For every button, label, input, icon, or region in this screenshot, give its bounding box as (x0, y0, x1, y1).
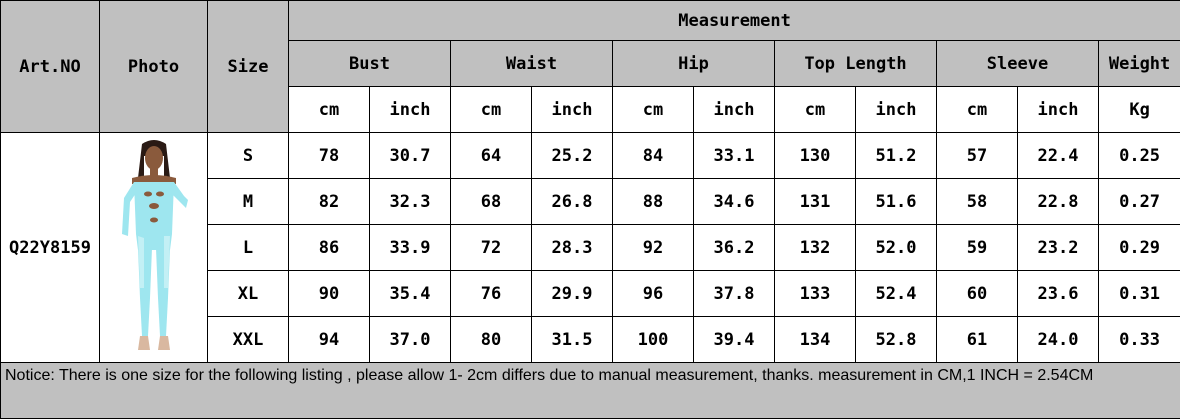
header-measurement: Measurement (289, 1, 1180, 41)
weight-kg: 0.25 (1099, 133, 1180, 179)
hip-inch: 36.2 (694, 225, 775, 271)
unit-length-cm: cm (775, 87, 856, 133)
waist-cm: 64 (451, 133, 532, 179)
bust-inch: 33.9 (370, 225, 451, 271)
waist-inch: 26.8 (532, 179, 613, 225)
sleeve-inch: 23.6 (1018, 271, 1099, 317)
bust-cm: 90 (289, 271, 370, 317)
header-hip: Hip (613, 41, 775, 87)
sleeve-cm: 60 (937, 271, 1018, 317)
header-top-length: Top Length (775, 41, 937, 87)
bust-inch: 30.7 (370, 133, 451, 179)
length-cm: 133 (775, 271, 856, 317)
bust-cm: 82 (289, 179, 370, 225)
unit-hip-inch: inch (694, 87, 775, 133)
weight-kg: 0.27 (1099, 179, 1180, 225)
bust-cm: 94 (289, 317, 370, 363)
unit-waist-inch: inch (532, 87, 613, 133)
product-photo (100, 133, 208, 363)
size-value: XXL (208, 317, 289, 363)
unit-waist-cm: cm (451, 87, 532, 133)
hip-inch: 34.6 (694, 179, 775, 225)
size-value: L (208, 225, 289, 271)
length-cm: 131 (775, 179, 856, 225)
waist-cm: 80 (451, 317, 532, 363)
length-inch: 52.8 (856, 317, 937, 363)
hip-cm: 88 (613, 179, 694, 225)
waist-cm: 76 (451, 271, 532, 317)
length-cm: 130 (775, 133, 856, 179)
header-bust: Bust (289, 41, 451, 87)
sleeve-cm: 61 (937, 317, 1018, 363)
table-row: Q22Y8159 (1, 133, 1180, 179)
waist-inch: 31.5 (532, 317, 613, 363)
bust-inch: 35.4 (370, 271, 451, 317)
waist-inch: 29.9 (532, 271, 613, 317)
unit-bust-cm: cm (289, 87, 370, 133)
weight-kg: 0.31 (1099, 271, 1180, 317)
model-photo-icon (104, 138, 204, 358)
waist-inch: 25.2 (532, 133, 613, 179)
header-waist: Waist (451, 41, 613, 87)
header-photo: Photo (100, 1, 208, 133)
bust-inch: 32.3 (370, 179, 451, 225)
weight-kg: 0.29 (1099, 225, 1180, 271)
length-inch: 51.6 (856, 179, 937, 225)
length-inch: 51.2 (856, 133, 937, 179)
header-size: Size (208, 1, 289, 133)
sleeve-inch: 22.8 (1018, 179, 1099, 225)
notice-text: Notice: There is one size for the follow… (1, 363, 1180, 419)
hip-cm: 96 (613, 271, 694, 317)
header-art-no: Art.NO (1, 1, 100, 133)
length-cm: 134 (775, 317, 856, 363)
sleeve-cm: 58 (937, 179, 1018, 225)
header-weight: Weight (1099, 41, 1180, 87)
sleeve-cm: 59 (937, 225, 1018, 271)
sleeve-inch: 23.2 (1018, 225, 1099, 271)
size-value: S (208, 133, 289, 179)
unit-sleeve-inch: inch (1018, 87, 1099, 133)
unit-sleeve-cm: cm (937, 87, 1018, 133)
size-value: M (208, 179, 289, 225)
bust-inch: 37.0 (370, 317, 451, 363)
hip-cm: 84 (613, 133, 694, 179)
art-no-value: Q22Y8159 (1, 133, 100, 363)
sleeve-inch: 24.0 (1018, 317, 1099, 363)
hip-inch: 33.1 (694, 133, 775, 179)
hip-inch: 39.4 (694, 317, 775, 363)
hip-cm: 92 (613, 225, 694, 271)
length-inch: 52.4 (856, 271, 937, 317)
hip-inch: 37.8 (694, 271, 775, 317)
sleeve-inch: 22.4 (1018, 133, 1099, 179)
header-sleeve: Sleeve (937, 41, 1099, 87)
waist-cm: 68 (451, 179, 532, 225)
waist-cm: 72 (451, 225, 532, 271)
waist-inch: 28.3 (532, 225, 613, 271)
bust-cm: 78 (289, 133, 370, 179)
unit-weight-kg: Kg (1099, 87, 1180, 133)
bust-cm: 86 (289, 225, 370, 271)
length-cm: 132 (775, 225, 856, 271)
unit-bust-inch: inch (370, 87, 451, 133)
hip-cm: 100 (613, 317, 694, 363)
unit-hip-cm: cm (613, 87, 694, 133)
sleeve-cm: 57 (937, 133, 1018, 179)
weight-kg: 0.33 (1099, 317, 1180, 363)
length-inch: 52.0 (856, 225, 937, 271)
size-value: XL (208, 271, 289, 317)
unit-length-inch: inch (856, 87, 937, 133)
